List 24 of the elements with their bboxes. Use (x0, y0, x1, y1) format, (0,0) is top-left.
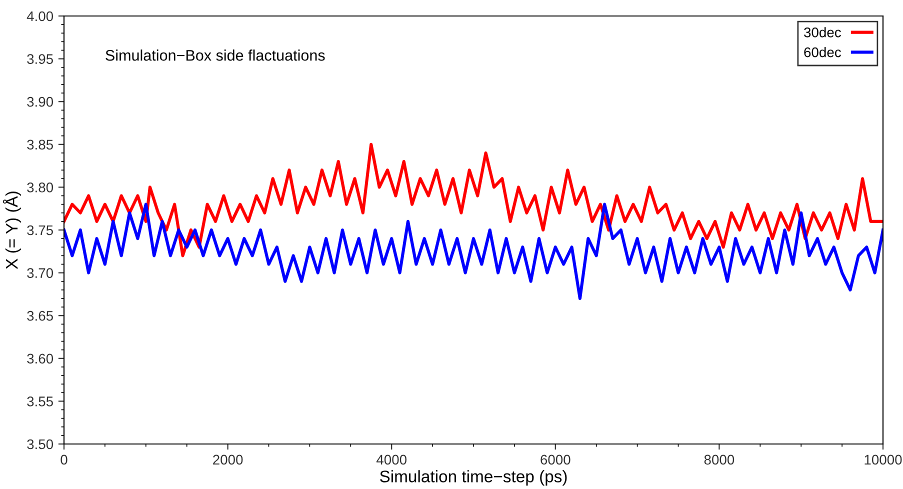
x-axis-title: Simulation time−step (ps) (380, 470, 567, 486)
x-tick-label: 10000 (864, 454, 902, 465)
x-tick-label: 0 (60, 454, 68, 465)
y-tick-label: 3.70 (27, 268, 54, 278)
y-tick-label: 3.95 (27, 54, 54, 64)
y-tick-label: 4.00 (26, 11, 54, 22)
y-axis-title: X (= Y) (Å) (2, 192, 21, 270)
x-tick-label: 2000 (213, 454, 243, 465)
x-tick-label: 6000 (540, 454, 570, 465)
y-tick-label: 3.75 (27, 225, 54, 236)
x-tick-label: 4000 (376, 454, 407, 465)
y-tick-label: 3.50 (27, 439, 54, 450)
y-tick-label: 3.85 (27, 140, 54, 150)
y-tick-label: 3.55 (27, 396, 54, 406)
line-series (64, 202, 883, 300)
annotation: Simulation−Box side flactuations (106, 50, 325, 61)
y-tick-label: 3.65 (27, 310, 54, 321)
y-tick-label: 3.90 (27, 96, 54, 107)
legend-label: 60dec (804, 47, 841, 58)
y-tick-label: 3.80 (27, 182, 54, 192)
legend-label: 30dec (804, 27, 841, 38)
y-tick-label: 3.60 (27, 354, 54, 364)
line-series (64, 142, 883, 258)
x-tick-label: 8000 (704, 454, 734, 465)
